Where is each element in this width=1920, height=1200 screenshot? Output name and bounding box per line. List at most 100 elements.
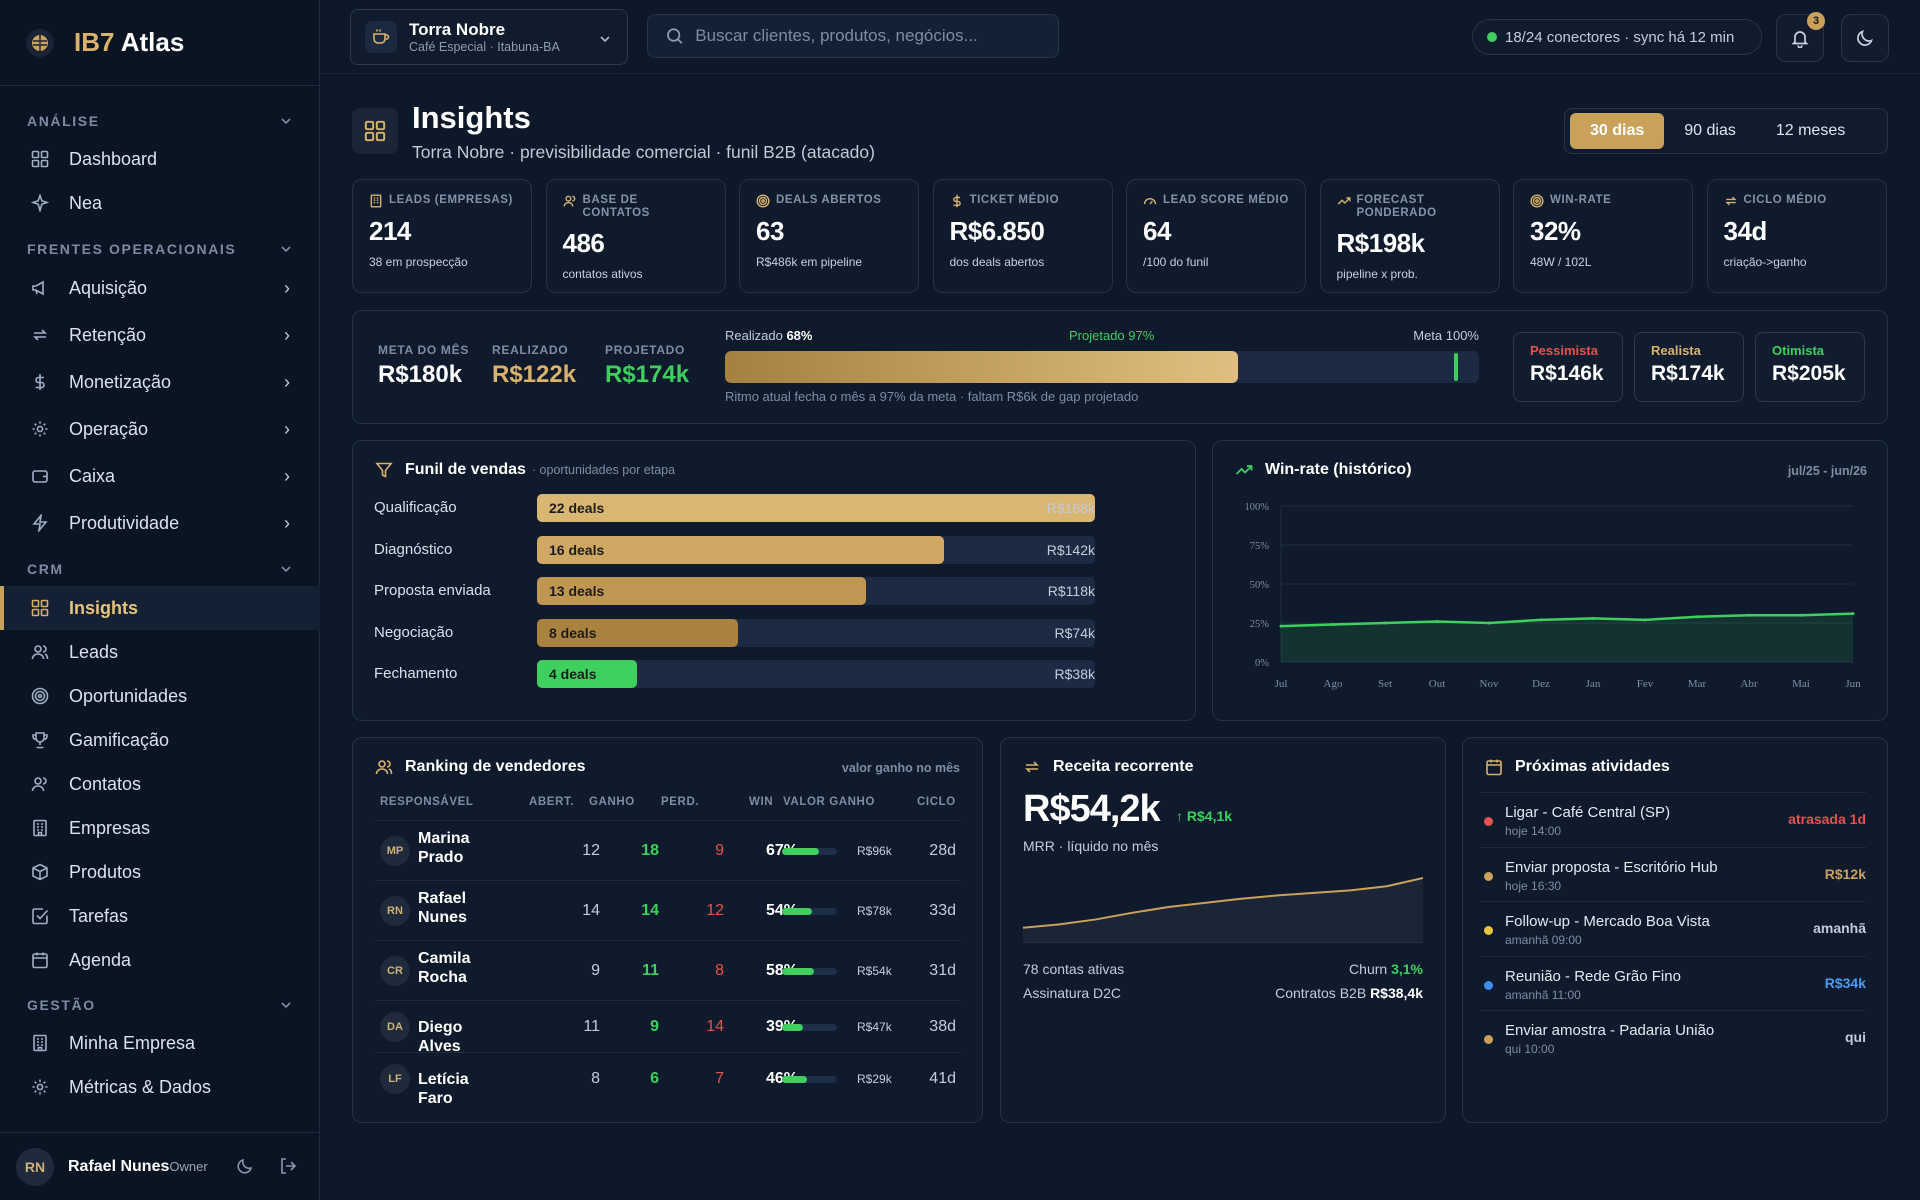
funnel-bar-fill: 16 deals: [537, 535, 945, 564]
kpi-card[interactable]: DEALS ABERTOS 63 R$486k em pipeline: [739, 179, 919, 293]
kpi-card[interactable]: BASE DE CONTATOS 486 contatos ativos: [545, 179, 726, 293]
sidebar-item-retencao[interactable]: Retenção ›: [0, 312, 320, 358]
sidebar-item-metricas[interactable]: Métricas & Dados: [0, 1065, 320, 1109]
sidebar-item-operacao[interactable]: Operação ›: [0, 406, 320, 452]
connectors-status[interactable]: 18/24 conectores · sync há 12 min: [1472, 19, 1762, 55]
trophy-icon: [30, 730, 50, 750]
section-header-crm[interactable]: CRM: [0, 556, 320, 582]
chevron-down-icon: [281, 1002, 291, 1009]
users-icon: [562, 195, 575, 207]
bolt-icon: [30, 513, 50, 533]
x-tick-label: Set: [1378, 678, 1392, 690]
funnel-bar[interactable]: 8 deals: [537, 618, 1095, 647]
funnel-bar[interactable]: 22 deals: [537, 494, 1095, 522]
kpi-label: BASE DE CONTATOS: [562, 194, 709, 220]
avatar[interactable]: RN: [16, 1147, 54, 1186]
winrate-point: [1643, 618, 1647, 622]
moon-icon[interactable]: [236, 1157, 254, 1180]
x-tick-label: Jun: [1845, 678, 1861, 690]
bar-projetado-label: Projetado 97%: [1069, 328, 1155, 343]
kpi-card[interactable]: FORECAST PONDERADO R$198k pipeline x prob.: [1319, 179, 1500, 293]
sidebar-item-caixa[interactable]: Caixa ›: [0, 453, 320, 499]
activity-item[interactable]: Enviar amostra - Padaria União qui 10:00 q…: [1480, 1010, 1866, 1064]
mrr-sub: MRR · líquido no mês: [1023, 838, 1159, 854]
scenario-card[interactable]: Otimista R$205k: [1755, 332, 1865, 402]
activity-item[interactable]: Enviar proposta - Escritório Hub hoje 16:…: [1480, 846, 1866, 901]
kpi-label: FORECAST PONDERADO: [1337, 194, 1483, 220]
sidebar-item-produtos[interactable]: Produtos: [0, 850, 320, 894]
section-header-frentes[interactable]: FRENTES OPERACIONAIS: [0, 236, 320, 262]
goal-card: META DO MÊS R$180k REALIZADO R$122k PROJ…: [352, 310, 1888, 424]
funnel-bar[interactable]: 16 deals: [537, 535, 1095, 564]
funnel-bar-fill: 4 deals: [537, 660, 638, 688]
bar-realizado-label: Realizado 68%: [725, 328, 813, 343]
gear-icon: [30, 1077, 50, 1097]
funnel-bar[interactable]: 4 deals: [537, 660, 1095, 688]
target-icon: [756, 194, 770, 208]
activity-item[interactable]: Reunião - Rede Grão Fino amanhã 11:00 R$34…: [1480, 955, 1866, 1010]
activity-title: Enviar proposta - Escritório Hub: [1505, 858, 1718, 876]
gear-icon: [30, 419, 50, 439]
kpi-card[interactable]: WIN-RATE 32% 48W / 102L: [1513, 179, 1693, 293]
sidebar-item-monetizacao[interactable]: Monetização ›: [0, 359, 320, 405]
sidebar-item-gamificacao[interactable]: Gamificação: [0, 718, 320, 762]
funnel-stage-value: R$168k: [1046, 500, 1095, 516]
sidebar-item-aquisicao[interactable]: Aquisição ›: [0, 265, 320, 311]
sidebar-item-nea[interactable]: Nea: [0, 181, 320, 225]
theme-toggle-button[interactable]: [1841, 14, 1889, 62]
page-icon: [352, 108, 398, 154]
sidebar-item-produtividade[interactable]: Produtividade ›: [0, 500, 320, 546]
sidebar-item-minha-empresa[interactable]: Minha Empresa: [0, 1021, 320, 1065]
logout-icon[interactable]: [279, 1157, 297, 1180]
logo[interactable]: IB7 Atlas: [0, 0, 319, 86]
search-input[interactable]: [695, 26, 1040, 46]
activity-item[interactable]: Ligar - Café Central (SP) hoje 14:00 atras…: [1480, 792, 1866, 846]
sidebar-item-oportunidades[interactable]: Oportunidades: [0, 674, 320, 718]
kpi-card[interactable]: LEAD SCORE MÉDIO 64/100 do funil: [1126, 179, 1306, 293]
accounts-count: 78 contas ativas: [1023, 961, 1125, 977]
period-90-dias[interactable]: 90 dias: [1684, 122, 1736, 139]
target-icon: [30, 686, 50, 706]
cell-lost: 12: [706, 902, 724, 919]
activity-title: Follow-up - Mercado Boa Vista: [1505, 913, 1710, 930]
sidebar-item-empresas[interactable]: Empresas: [0, 806, 320, 850]
sidebar-item-leads[interactable]: Leads: [0, 630, 320, 674]
kpi-label: DEALS ABERTOS: [756, 194, 902, 208]
kpi-label: WIN-RATE: [1530, 194, 1676, 208]
scenario-value: R$205k: [1772, 362, 1846, 385]
winrate-point: [1539, 618, 1543, 622]
sidebar-item-tarefas[interactable]: Tarefas: [0, 894, 320, 938]
kpi-sub: contatos ativos: [562, 267, 643, 281]
funnel-bar[interactable]: 13 deals: [537, 577, 1095, 605]
kpi-card[interactable]: CICLO MÉDIO 34d criação->ganho: [1706, 179, 1887, 293]
section-header[interactable]: ANÁLISE: [0, 108, 320, 134]
scenario-label: Realista: [1651, 343, 1701, 358]
kpi-card[interactable]: TICKET MÉDIO R$6.850 dos deals abertos: [932, 179, 1113, 293]
section-header-gestao[interactable]: GESTÃO: [0, 992, 320, 1018]
sidebar-item-insights[interactable]: Insights: [0, 586, 320, 630]
notifications-button[interactable]: 3: [1776, 12, 1825, 62]
period-30-dias[interactable]: 30 dias: [1570, 113, 1665, 149]
business-selector[interactable]: Torra Nobre Café Especial · Itabuna-BA: [350, 9, 628, 65]
period-12-meses[interactable]: 12 meses: [1775, 122, 1846, 139]
activity-time: hoje 14:00: [1505, 824, 1562, 838]
cell-open: 8: [591, 1070, 600, 1087]
building-icon: [30, 1033, 50, 1053]
activity-item[interactable]: Follow-up - Mercado Boa Vista amanhã 09:0…: [1480, 901, 1866, 955]
users-icon: [375, 760, 393, 775]
user-name: Rafael Nunes: [68, 1157, 170, 1175]
avatar: RN: [380, 896, 410, 926]
sidebar-item-dashboard[interactable]: Dashboard: [0, 137, 320, 181]
sidebar-item-contatos[interactable]: Contatos: [0, 762, 320, 806]
kpi-card[interactable]: LEADS (EMPRESAS) 214 38 em prospecção: [352, 179, 532, 293]
scenario-card[interactable]: Realista R$174k: [1634, 332, 1744, 402]
contracts: Contratos B2B R$38,4k: [1275, 985, 1423, 1001]
sidebar-item-agenda[interactable]: Agenda: [0, 938, 320, 982]
scenario-card[interactable]: Pessimista R$146k: [1513, 332, 1623, 402]
kpi-sub: 48W / 102L: [1530, 255, 1592, 269]
